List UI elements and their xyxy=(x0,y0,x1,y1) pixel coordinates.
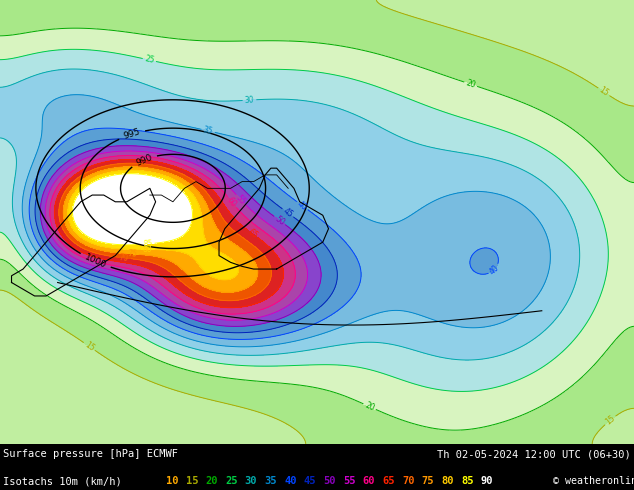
Text: 30: 30 xyxy=(244,96,255,105)
Text: 80: 80 xyxy=(143,245,153,254)
Text: 65: 65 xyxy=(382,476,395,486)
Text: 990: 990 xyxy=(134,152,153,168)
Text: 40: 40 xyxy=(488,263,501,276)
Text: 60: 60 xyxy=(226,196,238,209)
Text: 35: 35 xyxy=(264,476,277,486)
Text: 55: 55 xyxy=(343,476,356,486)
Text: 40: 40 xyxy=(296,199,309,212)
Text: 15: 15 xyxy=(597,85,611,98)
Text: 45: 45 xyxy=(304,476,316,486)
Text: 30: 30 xyxy=(245,476,257,486)
Text: 50: 50 xyxy=(323,476,336,486)
Text: 25: 25 xyxy=(144,54,155,66)
Text: 15: 15 xyxy=(83,340,96,353)
Text: Th 02-05-2024 12:00 UTC (06+30): Th 02-05-2024 12:00 UTC (06+30) xyxy=(437,449,631,460)
Text: 75: 75 xyxy=(127,249,137,259)
Text: 85: 85 xyxy=(461,476,474,486)
Text: 75: 75 xyxy=(422,476,434,486)
Text: 70: 70 xyxy=(402,476,415,486)
Text: 60: 60 xyxy=(363,476,375,486)
Text: 65: 65 xyxy=(246,227,259,241)
Text: 70: 70 xyxy=(119,253,129,263)
Text: 55: 55 xyxy=(235,193,247,206)
Text: 80: 80 xyxy=(441,476,454,486)
Text: 50: 50 xyxy=(273,214,287,227)
Text: 20: 20 xyxy=(465,78,477,90)
Text: 10: 10 xyxy=(166,476,179,486)
Text: 15: 15 xyxy=(186,476,198,486)
Text: 85: 85 xyxy=(143,239,153,249)
Text: Surface pressure [hPa] ECMWF: Surface pressure [hPa] ECMWF xyxy=(3,449,178,460)
Text: 20: 20 xyxy=(205,476,218,486)
Text: 15: 15 xyxy=(604,414,617,427)
Text: 35: 35 xyxy=(202,125,214,136)
Text: 40: 40 xyxy=(284,476,297,486)
Text: 1000: 1000 xyxy=(83,252,108,270)
Text: 25: 25 xyxy=(225,476,238,486)
Text: 20: 20 xyxy=(363,400,376,413)
Text: 995: 995 xyxy=(122,127,141,141)
Text: 90: 90 xyxy=(481,476,493,486)
Text: 45: 45 xyxy=(281,206,295,220)
Text: © weatheronline.co.uk: © weatheronline.co.uk xyxy=(553,476,634,486)
Text: Isotachs 10m (km/h): Isotachs 10m (km/h) xyxy=(3,476,122,486)
